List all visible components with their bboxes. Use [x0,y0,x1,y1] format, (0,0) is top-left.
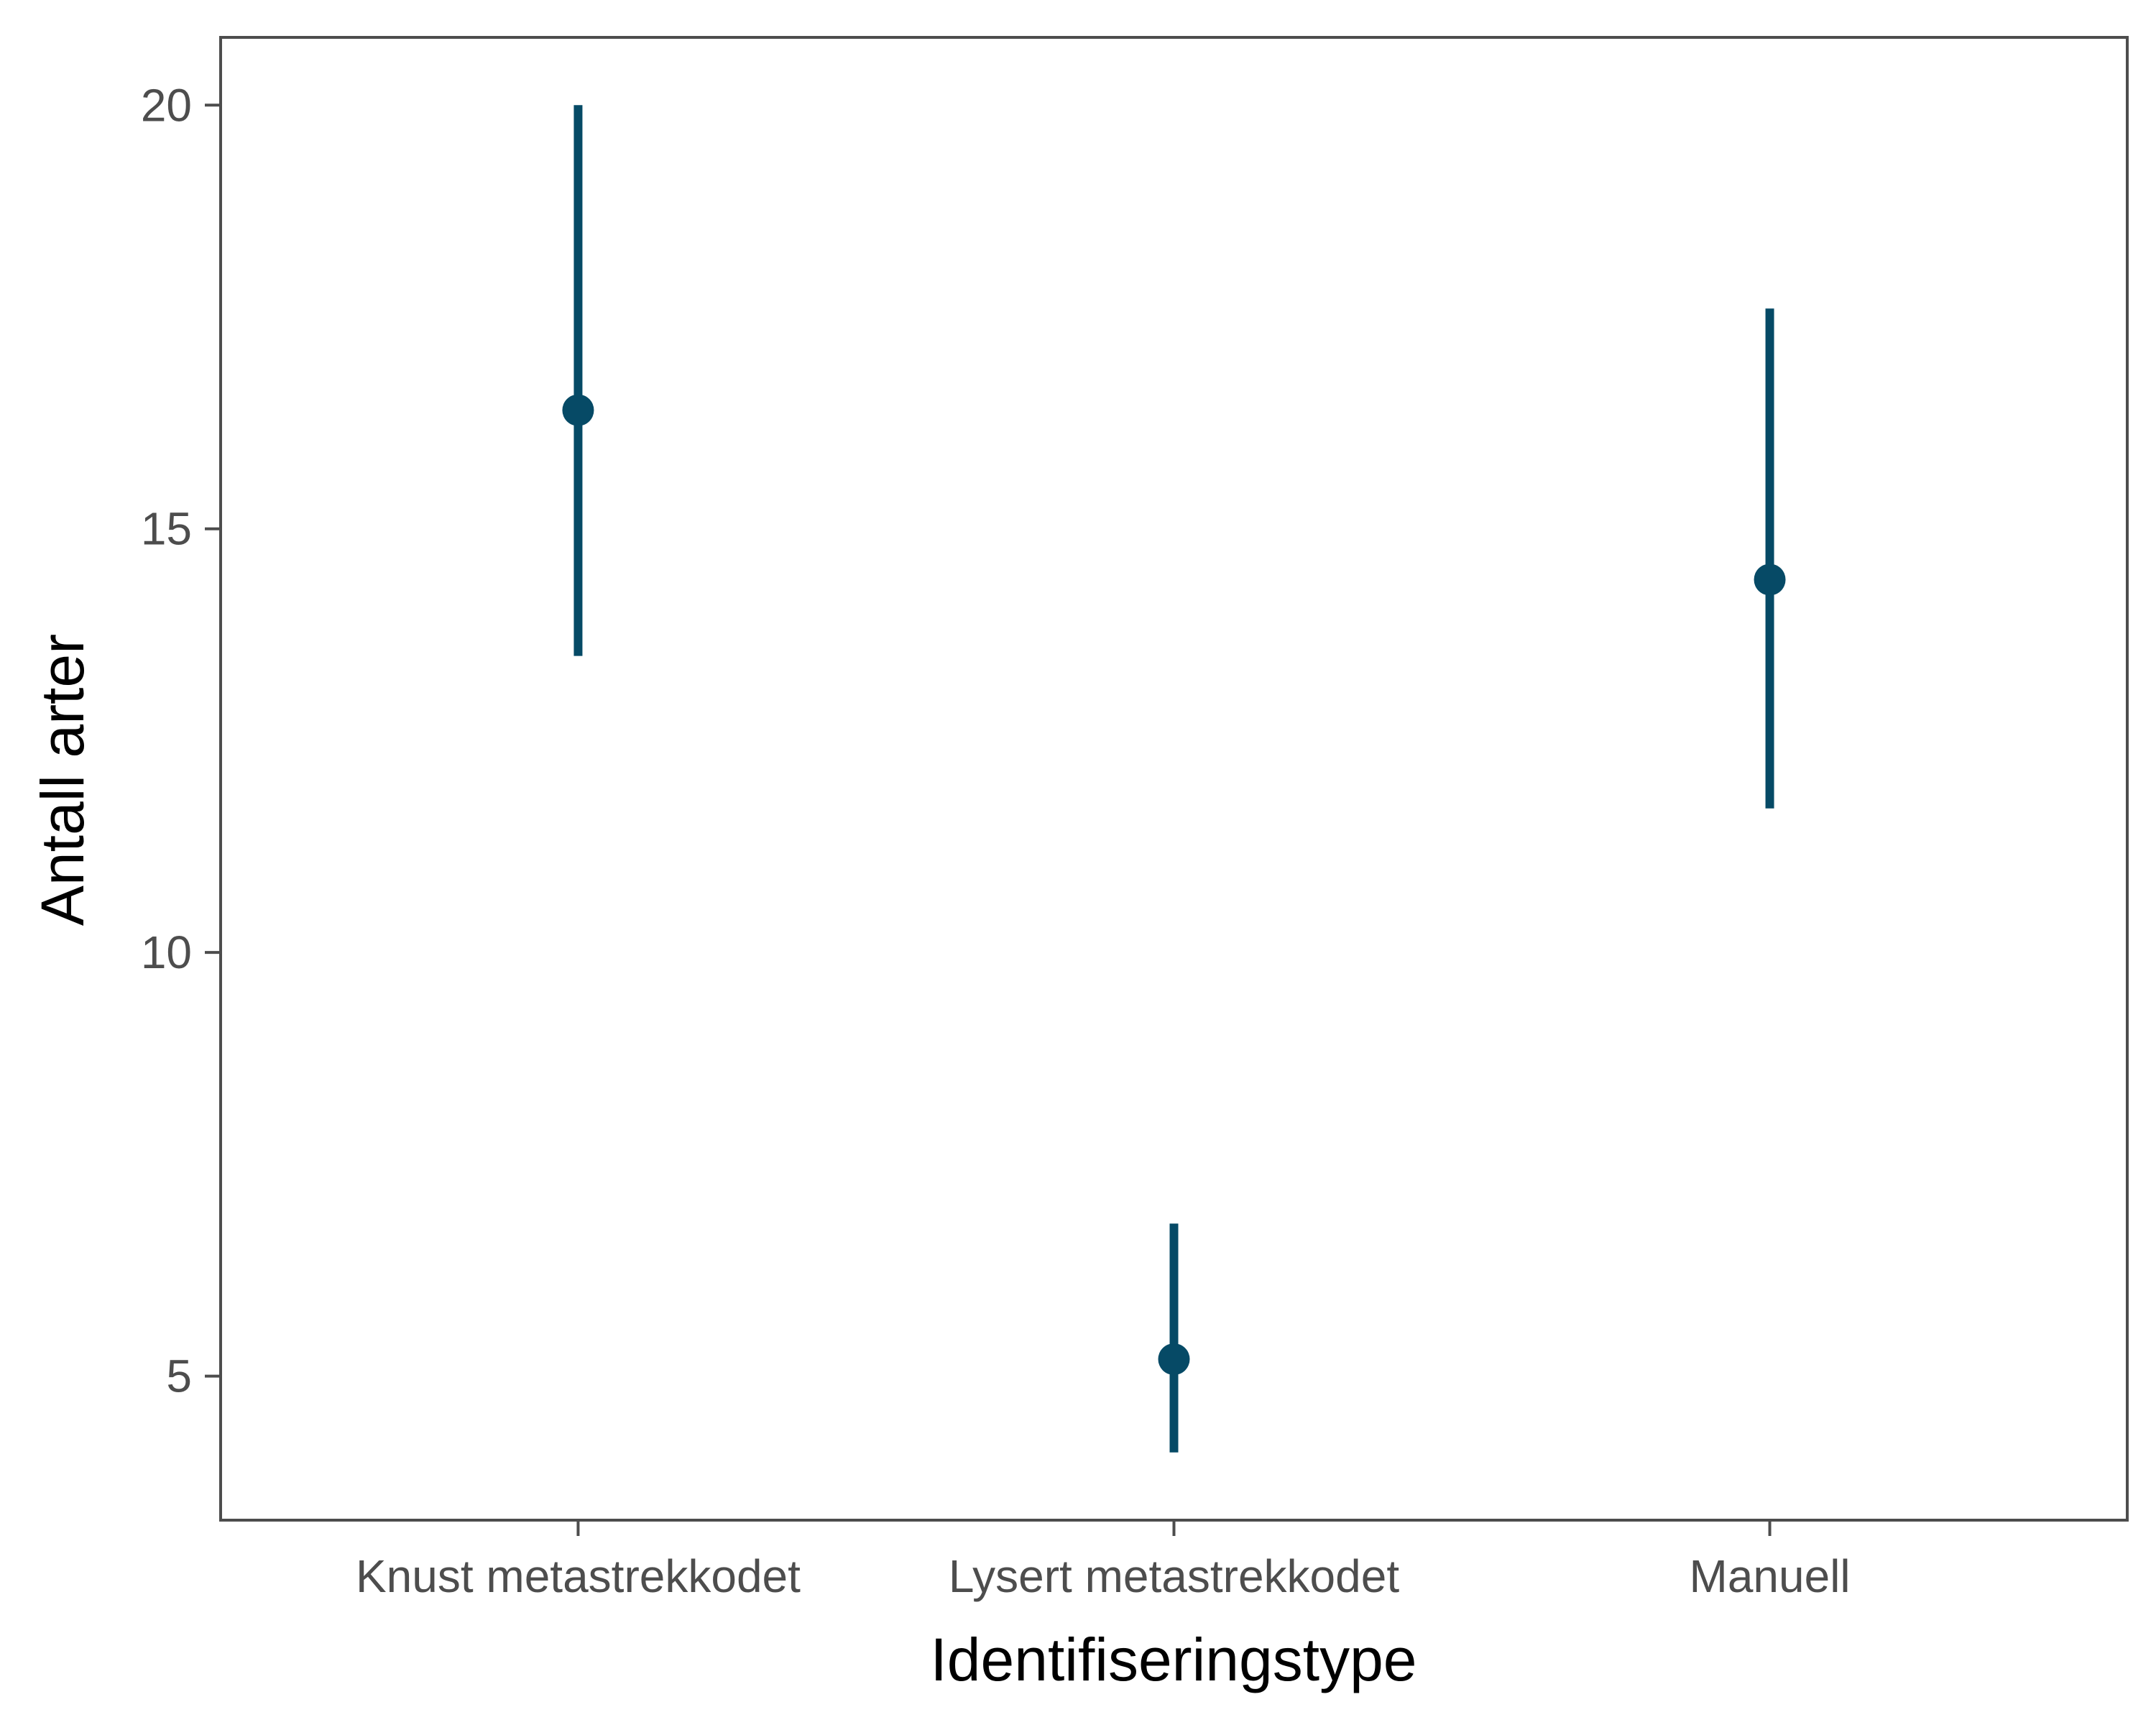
y-tick-label: 15 [141,503,192,555]
x-axis-title: Identifiseringstype [930,1626,1416,1693]
y-tick-label: 20 [141,79,192,131]
x-tick-label: Knust metastrekkodet [356,1550,801,1602]
point-estimate [1754,564,1786,596]
data-marks [562,105,1786,1453]
y-axis-title: Antall arter [29,634,96,926]
y-axis: 5 10 15 20 [141,79,221,1402]
point-estimate [562,394,594,426]
x-axis: Knust metastrekkodet Lysert metastrekkode… [356,1520,1851,1602]
x-tick-label: Manuell [1690,1550,1851,1602]
y-tick-label: 5 [166,1351,192,1402]
x-tick-label: Lysert metastrekkodet [949,1550,1399,1602]
y-tick-label: 10 [141,926,192,978]
point-estimate [1158,1343,1190,1376]
